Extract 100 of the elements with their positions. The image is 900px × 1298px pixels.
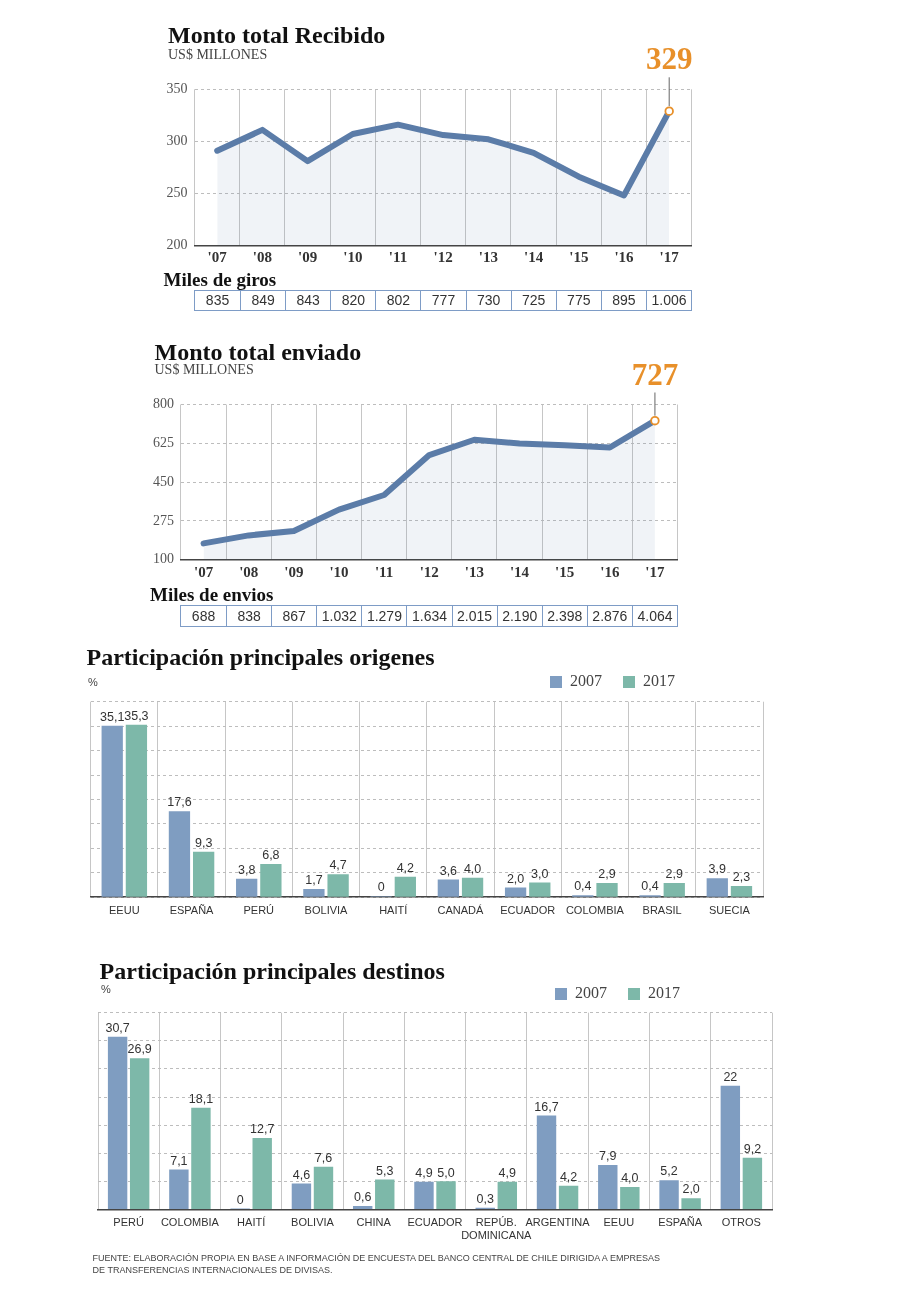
y-tick-label: 275 — [153, 512, 174, 528]
y-axis-title: US$ MILLONES — [154, 362, 254, 378]
data-label: 3,8 — [237, 862, 256, 877]
data-label: 4,2 — [559, 1170, 578, 1184]
bar — [394, 876, 416, 897]
x-tick-label: ARGENTINA — [525, 1216, 591, 1229]
x-tick-label: '15 — [555, 563, 575, 580]
y-axis-title: % — [101, 982, 111, 995]
data-label: 1.032 — [316, 605, 362, 626]
data-label: 30,7 — [105, 1021, 130, 1036]
bar — [125, 724, 148, 897]
x-tick-label: OTROS — [721, 1216, 761, 1229]
x-tick-label: '12 — [433, 249, 453, 266]
x-tick-label: '09 — [284, 563, 304, 580]
data-label: 725 — [510, 290, 556, 310]
bar — [659, 1180, 679, 1209]
bar — [352, 1206, 373, 1209]
x-tick-label: BOLIVIA — [291, 1216, 335, 1229]
data-label: 4,2 — [396, 860, 415, 875]
chart-title: Monto total Recibido — [168, 22, 386, 48]
legend-label: 2017 — [648, 984, 680, 1002]
data-label: 6,8 — [262, 848, 280, 863]
data-label: 3,6 — [439, 863, 458, 878]
data-label: 5,2 — [660, 1164, 678, 1179]
bar — [129, 1058, 150, 1209]
data-label: 4,9 — [498, 1166, 517, 1181]
x-tick-label: '17 — [659, 249, 680, 266]
data-label: 2.190 — [496, 605, 542, 626]
bar — [730, 885, 753, 897]
x-tick-label: '07 — [193, 563, 214, 580]
data-label: 2,0 — [506, 871, 525, 886]
x-tick-label: EEUU — [603, 1216, 635, 1229]
bar — [461, 877, 484, 897]
data-label: 1,7 — [305, 873, 323, 888]
x-tick-label: CANADÁ — [437, 903, 485, 916]
x-tick-label: ECUADOR — [407, 1216, 463, 1229]
x-tick-label: EEUU — [109, 903, 140, 916]
y-tick-label: 250 — [166, 185, 188, 201]
data-label: 0 — [377, 880, 385, 895]
x-tick-label: CHINA — [356, 1216, 392, 1229]
data-label: 9,2 — [743, 1141, 762, 1156]
x-tick-label: '12 — [419, 563, 439, 580]
x-tick-label: SUECIA — [708, 903, 751, 916]
data-label: 777 — [420, 290, 466, 310]
data-label: 0,4 — [574, 879, 592, 894]
data-label: 2,9 — [598, 867, 616, 882]
data-label: 4,0 — [621, 1171, 639, 1186]
bar — [236, 878, 258, 897]
text: Miles de giros — [163, 268, 277, 290]
y-tick-label: 800 — [153, 396, 174, 412]
data-label: 18,1 — [188, 1091, 214, 1106]
bar — [168, 811, 191, 897]
x-tick-label: '13 — [478, 249, 498, 266]
data-label: 2,3 — [732, 870, 751, 885]
x-tick-label: '13 — [464, 563, 484, 580]
x-tick-label: '10 — [343, 249, 363, 266]
bar — [663, 883, 685, 897]
bar — [107, 1036, 128, 1209]
data-label: 0 — [236, 1192, 244, 1207]
bar — [536, 1115, 557, 1209]
data-label: 849 — [240, 290, 286, 310]
data-label: 2.015 — [451, 605, 497, 626]
bar — [558, 1185, 579, 1209]
data-label: 843 — [285, 290, 331, 310]
bar — [375, 1179, 395, 1209]
y-tick-label: 625 — [153, 435, 174, 450]
data-label: 730 — [465, 290, 511, 310]
data-label: 26,9 — [127, 1042, 152, 1057]
x-tick-label: PERÚ — [243, 903, 275, 916]
x-tick-label: '09 — [298, 249, 318, 266]
bar — [252, 1138, 272, 1209]
x-tick-label: ESPAÑA — [169, 903, 215, 916]
data-label: 802 — [375, 290, 421, 310]
bar — [327, 874, 349, 897]
y-tick-label: 450 — [153, 473, 174, 489]
x-tick-label: HAITÍ — [237, 1216, 267, 1229]
x-tick-label: '11 — [374, 563, 394, 580]
y-tick-label: 100 — [153, 551, 174, 567]
data-label: 9,3 — [194, 835, 213, 850]
bar — [436, 1181, 456, 1209]
x-tick-label: '07 — [207, 249, 228, 266]
y-tick-label: 350 — [166, 80, 188, 96]
data-label: 16,7 — [534, 1099, 559, 1114]
y-tick-label: 300 — [166, 133, 188, 149]
bar — [504, 887, 527, 897]
x-tick-label: '16 — [614, 249, 635, 266]
data-label: 820 — [330, 290, 376, 310]
data-label: 1.279 — [361, 605, 407, 626]
bar — [313, 1166, 334, 1209]
data-label: 7,1 — [170, 1153, 188, 1168]
data-label: 2,0 — [682, 1182, 700, 1197]
data-label: 2.398 — [541, 605, 587, 626]
data-label: 0,3 — [476, 1191, 494, 1206]
data-label: 867 — [271, 605, 317, 626]
data-label: 4,7 — [329, 858, 347, 873]
data-label: 775 — [555, 290, 601, 310]
data-label: 688 — [190, 606, 217, 626]
annotation: 329 — [645, 41, 693, 77]
y-tick-label: 200 — [166, 237, 188, 253]
legend-label: 2017 — [643, 672, 675, 690]
